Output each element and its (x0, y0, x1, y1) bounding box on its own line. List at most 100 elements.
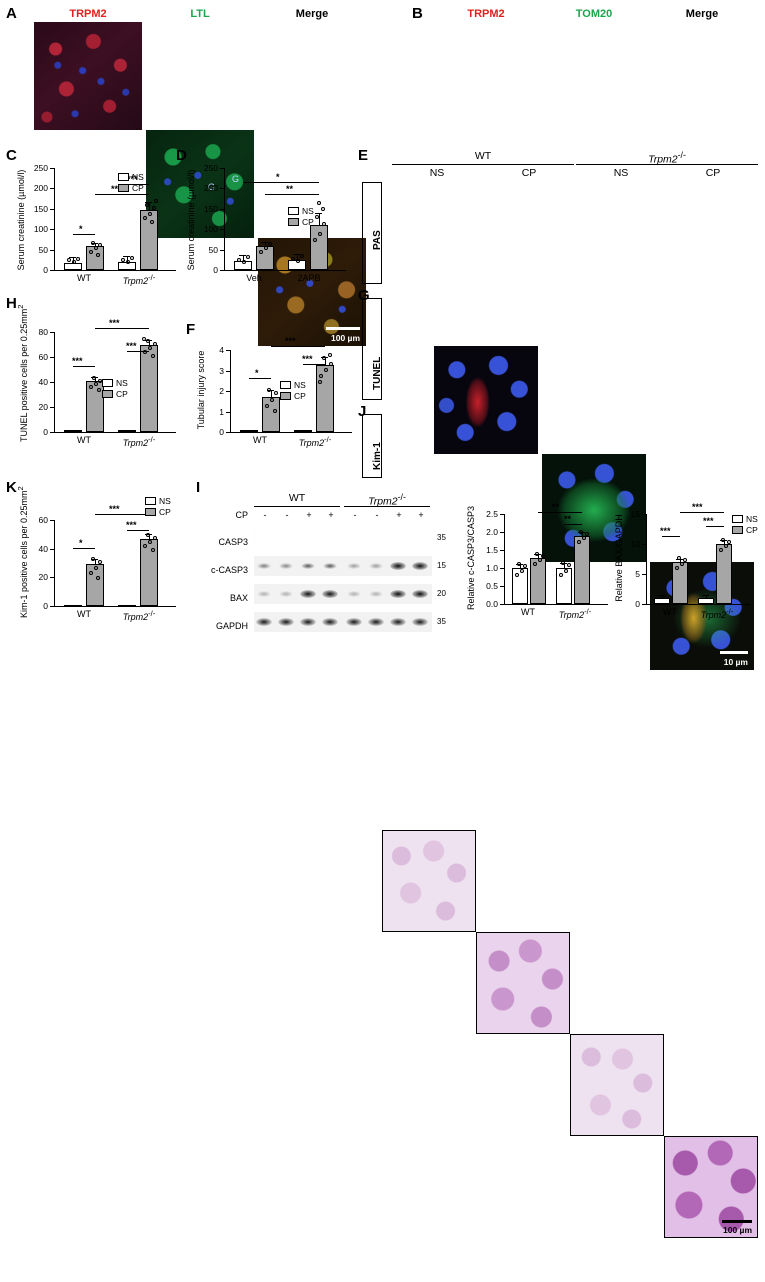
panel-i3-xlabel-ko: Trpm2-/- (700, 607, 734, 620)
panel-k-tick-60 (50, 520, 54, 521)
panel-c-sigline-3 (127, 184, 149, 185)
panel-i2-dot (520, 569, 524, 573)
legend-label-cp: CP (746, 525, 758, 535)
panel-c-dot (148, 212, 152, 216)
panel-e-image-ko-cp: 100 µm (664, 1136, 758, 1238)
panel-i2-dot (577, 540, 581, 544)
panel-k-sig-2: *** (109, 504, 120, 514)
panel-i-blot-label-bax: BAX (229, 593, 248, 603)
panel-f-dot (267, 388, 271, 392)
legend-swatch-cp (288, 218, 299, 226)
panel-a-annot-g1: G (208, 182, 216, 192)
panel-i2-ticklabel-00: 0.0 (486, 599, 498, 609)
panel-c-dot (96, 253, 100, 257)
panel-k-tick-20 (50, 577, 54, 579)
legend-swatch-cp (102, 390, 113, 398)
panel-f-bar-ko-cp (316, 365, 334, 432)
panel-i3-xaxis (646, 604, 750, 605)
legend-swatch-ns (280, 381, 291, 389)
panel-f-xlabel-ko: Trpm2-/- (298, 435, 332, 448)
legend-swatch-cp (145, 508, 156, 516)
panel-i3-dot (727, 540, 731, 544)
panel-i3-sig-1: *** (660, 526, 671, 536)
panel-d-dot (322, 222, 326, 226)
panel-a-scalebar (326, 327, 360, 330)
panel-i3-err-ko-ns (705, 594, 707, 598)
panel-h-legend: NS CP (102, 378, 128, 400)
panel-k-dot (153, 536, 157, 540)
panel-i2-dot (533, 562, 537, 566)
panel-d-yaxis (224, 168, 225, 270)
panel-d-ticklabel-50: 50 (208, 244, 218, 255)
panel-e-col-ns-ko: NS (613, 167, 629, 179)
panel-h-dot (98, 379, 102, 383)
panel-c-bar-ko-ns (118, 261, 136, 270)
panel-c-dot (98, 243, 102, 247)
panel-h-xaxis (54, 432, 176, 433)
panel-h-dot (97, 388, 101, 392)
panel-d-dot (291, 257, 295, 261)
panel-i2-dot (523, 564, 527, 568)
panel-e-scale-label: 100 µm (723, 1225, 752, 1235)
panel-b-title-merge: Merge (685, 8, 719, 20)
panel-d-xlabel-2apb: 2APB (297, 273, 321, 283)
panel-k-bar-ko-cp (140, 538, 158, 606)
panel-d-bar-2apb-ns (288, 259, 306, 270)
panel-i2-dot (585, 532, 589, 536)
panel-a-title-merge: Merge (295, 8, 329, 20)
panel-i-cp-sign: + (418, 510, 424, 520)
panel-i2-ticklabel-25: 2.5 (486, 509, 498, 519)
panel-c-dot (143, 216, 147, 220)
panel-i2-dot (582, 536, 586, 540)
legend-label-cp: CP (294, 391, 306, 401)
panel-f-sig-2: *** (285, 336, 296, 346)
panel-i-mw-bax: 20 (437, 589, 446, 598)
panel-d-ylabel: Serum creatinine (µmol/l) (186, 169, 196, 271)
panel-i3-sigline-1 (662, 536, 680, 537)
panel-a-annot-g2: G (232, 174, 240, 184)
panel-i2-dot (538, 558, 542, 562)
panel-i2-xlabel-wt: WT (521, 607, 535, 617)
panel-c-dot (154, 199, 158, 203)
panel-c-dot (67, 258, 71, 262)
panel-h-ticklabel-40: 40 (38, 377, 48, 387)
panel-h-ticklabel-80: 80 (38, 327, 48, 337)
panel-f-sig-1: * (255, 368, 259, 378)
panel-i2-tick-25 (500, 514, 504, 515)
panel-k-sig-1: * (79, 538, 83, 548)
panel-d-sigline-1 (243, 182, 319, 183)
panel-i-blot-casp3 (254, 528, 432, 548)
legend-label-ns: NS (159, 496, 171, 506)
panel-i-group-ko: Trpm2-/- (368, 492, 406, 508)
panel-f-bar-wt-cp (262, 397, 280, 432)
panel-f-dot (329, 362, 333, 366)
panel-k-sigline-2 (95, 514, 149, 515)
panel-i-blot-ccasp3 (254, 556, 432, 576)
panel-d-dot (315, 215, 319, 219)
panel-b-image-trpm2 (434, 346, 538, 454)
legend-label-ns: NS (116, 378, 128, 388)
panel-c-err-wt-ns (72, 256, 74, 263)
panel-h-chart: TUNEL positive cells per 0.25mm2 0 20 40… (6, 305, 182, 456)
panel-i2-dot (561, 561, 565, 565)
panel-h-bar-wt-ns (64, 430, 82, 432)
panel-d-chart: Serum creatinine (µmol/l) 0 50 100 150 2… (176, 160, 352, 292)
panel-c-tick-250 (50, 168, 54, 169)
panel-k-dot (148, 540, 152, 544)
panel-h-sigline-1 (73, 366, 95, 367)
panel-h-dot (151, 354, 155, 358)
panel-i3-sig-2: *** (692, 502, 703, 512)
panel-i2-dot (567, 563, 571, 567)
panel-h-tick-80 (50, 332, 54, 333)
panel-c-ticklabel-250: 250 (33, 163, 48, 173)
legend-label-cp: CP (302, 217, 314, 227)
panel-f-ticklabel-2: 2 (219, 386, 224, 396)
panel-i3-bar-ko-ns (698, 598, 714, 604)
panel-h-sigline-3 (127, 351, 149, 352)
panel-k-xlabel-ko: Trpm2-/- (122, 609, 156, 622)
panel-i3-dot (683, 558, 687, 562)
panel-f-tick-3 (226, 370, 230, 372)
panel-c-sigline-2 (95, 194, 149, 195)
panel-h-ticklabel-20: 20 (38, 402, 48, 412)
panel-i2-chart: Relative c-CASP3/CASP3 0.0 0.5 1.0 1.5 2… (460, 496, 612, 636)
